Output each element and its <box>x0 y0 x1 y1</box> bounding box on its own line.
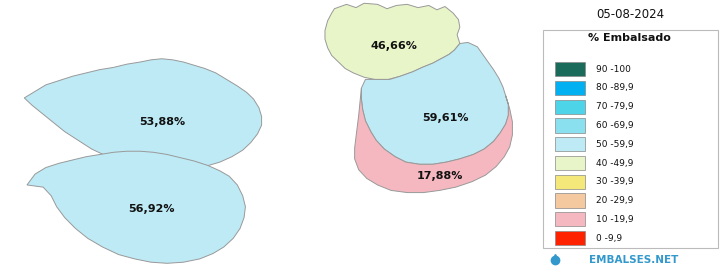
FancyBboxPatch shape <box>555 118 585 133</box>
Text: % Embalsado: % Embalsado <box>589 33 671 43</box>
Polygon shape <box>325 3 460 79</box>
FancyBboxPatch shape <box>555 193 585 208</box>
FancyBboxPatch shape <box>555 175 585 189</box>
Text: 53,88%: 53,88% <box>139 117 185 127</box>
Polygon shape <box>355 88 513 193</box>
FancyBboxPatch shape <box>555 137 585 152</box>
Text: 90 -100: 90 -100 <box>596 65 631 74</box>
Text: 50 -59,9: 50 -59,9 <box>596 140 634 149</box>
FancyBboxPatch shape <box>555 81 585 95</box>
FancyBboxPatch shape <box>555 231 585 245</box>
FancyBboxPatch shape <box>555 62 585 76</box>
FancyBboxPatch shape <box>555 156 585 170</box>
Polygon shape <box>27 151 245 263</box>
Text: 05-08-2024: 05-08-2024 <box>596 8 664 21</box>
Text: 30 -39,9: 30 -39,9 <box>596 177 634 186</box>
Text: 10 -19,9: 10 -19,9 <box>596 215 634 224</box>
FancyBboxPatch shape <box>543 30 718 248</box>
Text: 56,92%: 56,92% <box>127 204 174 214</box>
Text: 17,88%: 17,88% <box>416 171 463 181</box>
Polygon shape <box>25 59 261 171</box>
FancyBboxPatch shape <box>555 212 585 227</box>
Polygon shape <box>361 42 508 164</box>
FancyBboxPatch shape <box>555 100 585 114</box>
Text: 0 -9,9: 0 -9,9 <box>596 234 622 243</box>
Text: 60 -69,9: 60 -69,9 <box>596 121 634 130</box>
Text: 40 -49,9: 40 -49,9 <box>596 159 634 168</box>
Text: 70 -79,9: 70 -79,9 <box>596 102 634 111</box>
Text: 80 -89,9: 80 -89,9 <box>596 84 634 92</box>
Text: 20 -29,9: 20 -29,9 <box>596 196 634 205</box>
Text: EMBALSES.NET: EMBALSES.NET <box>589 255 678 265</box>
Text: 46,66%: 46,66% <box>370 41 417 51</box>
Text: 59,61%: 59,61% <box>422 113 468 122</box>
